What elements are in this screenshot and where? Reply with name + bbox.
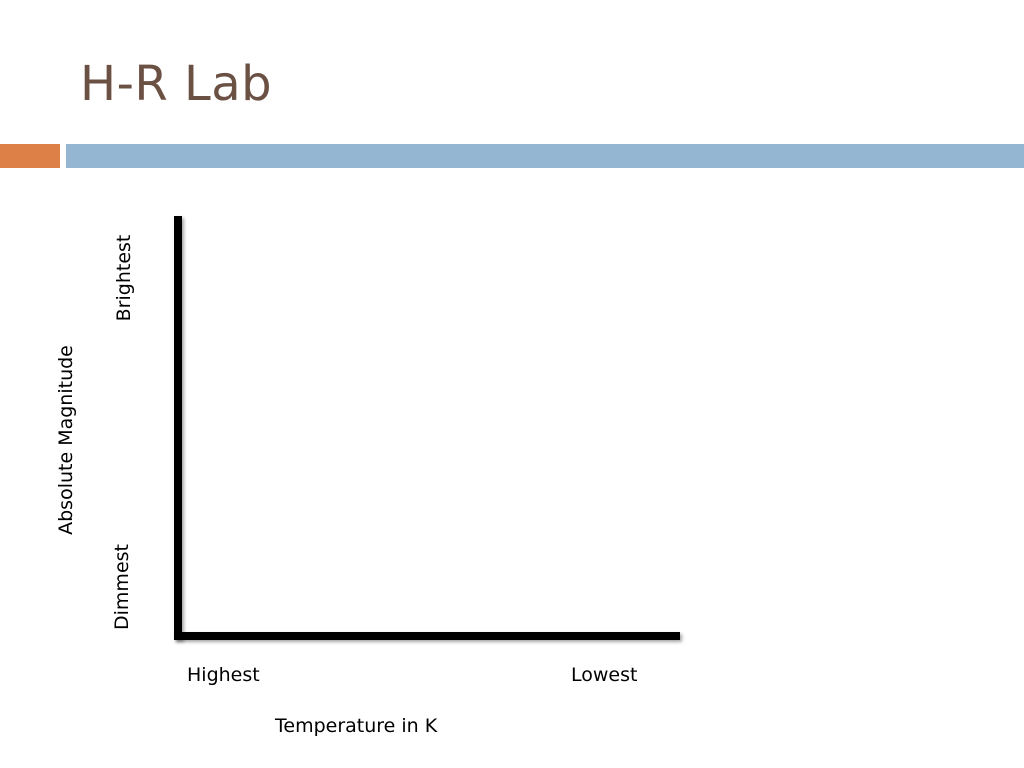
x-right-label: Lowest (571, 664, 638, 686)
slide-title: H-R Lab (80, 56, 273, 112)
y-axis-title: Absolute Magnitude (55, 345, 77, 535)
y-axis-line (174, 216, 182, 640)
y-bottom-label: Dimmest (111, 544, 133, 630)
x-axis-line (174, 632, 680, 640)
accent-bar (0, 144, 60, 168)
x-left-label: Highest (187, 664, 260, 686)
x-axis-title: Temperature in K (275, 715, 438, 737)
header-rule-bar (66, 144, 1024, 168)
y-top-label: Brightest (113, 234, 135, 322)
